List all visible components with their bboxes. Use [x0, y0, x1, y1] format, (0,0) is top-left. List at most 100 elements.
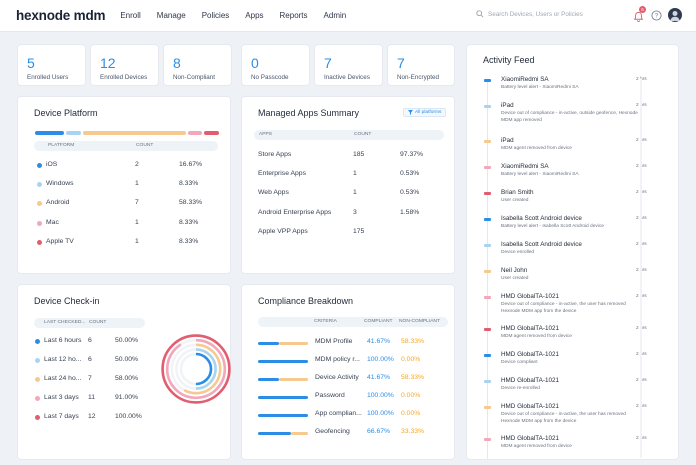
nav-manage[interactable]: Manage	[156, 11, 186, 20]
stat-no-passcode[interactable]: 0 No Passcode	[241, 44, 310, 86]
platform-bar-segment	[187, 131, 203, 135]
stat-inactive-devices[interactable]: 7 Inactive Devices	[314, 44, 383, 86]
search-input[interactable]: Search Devices, Users or Policies	[488, 10, 583, 18]
platform-row[interactable]: Android 7 58.33%	[18, 198, 232, 210]
checkin-radial-chart	[161, 334, 231, 404]
nav-admin[interactable]: Admin	[323, 11, 347, 20]
notification-bell[interactable]: 6	[633, 6, 646, 22]
app-row[interactable]: Android Enterprise Apps 3 1.58%	[242, 208, 456, 220]
help-icon[interactable]: ?	[651, 9, 662, 21]
compliance-row[interactable]: Device Activity 41.67% 58.33%	[242, 373, 456, 385]
platform-percent: 8.33%	[179, 218, 199, 226]
checkin-row[interactable]: Last 12 ho... 6 50.00%	[18, 355, 158, 367]
card-title: Managed Apps Summary	[258, 108, 360, 118]
feed-item-title: iPad	[501, 102, 514, 109]
platform-filter-dropdown[interactable]: All platforms	[403, 108, 447, 117]
feed-item[interactable]: iPad Device out of compliance - in-active…	[467, 102, 680, 126]
platform-count: 7	[135, 199, 139, 207]
checkin-color-dot	[35, 415, 40, 420]
platform-color-dot	[37, 220, 42, 226]
feed-item[interactable]: Brian Smith User created 2 hrs	[467, 189, 680, 213]
compliant-percent: 100.00%	[367, 410, 394, 417]
filter-icon	[408, 110, 413, 115]
feed-item-title: HMD GlobalTA-1021	[501, 435, 559, 442]
feed-item[interactable]: XiaomiRedmi SA Battery level alert - Xiao…	[467, 76, 680, 100]
checkin-table-header: LAST CHECKED... COUNT	[34, 318, 145, 328]
feed-item[interactable]: HMD GlobalTA-1021 Device out of complianc…	[467, 403, 680, 427]
radial-arc	[165, 338, 227, 400]
app-count: 175	[353, 227, 365, 235]
criteria-name: MDM Profile	[315, 338, 353, 345]
app-percent: 97.37%	[400, 151, 424, 158]
bell-icon	[633, 11, 644, 22]
criteria-name: Device Activity	[315, 374, 359, 381]
nav-apps[interactable]: Apps	[245, 11, 264, 20]
feed-item[interactable]: Isabella Scott Android device Device enro…	[467, 241, 680, 265]
checkin-color-dot	[35, 377, 40, 382]
feed-item[interactable]: Neil John User created 2 hrs	[467, 267, 680, 291]
platform-row[interactable]: iOS 2 16.67%	[18, 160, 232, 172]
noncompliant-percent: 33.33%	[401, 428, 425, 435]
col-count: COUNT	[354, 132, 372, 137]
feed-item[interactable]: XiaomiRedmi SA Battery level alert - Xiao…	[467, 163, 680, 187]
feed-scrollbar[interactable]	[640, 78, 642, 458]
feed-item[interactable]: HMD GlobalTA-1021 Device re-enrolled 2 hrs	[467, 377, 680, 401]
app-row[interactable]: Apple VPP Apps 175	[242, 227, 456, 239]
app-count: 185	[353, 151, 365, 158]
stat-label: Enrolled Users	[27, 74, 69, 81]
compliance-row[interactable]: MDM policy r... 100.00% 0.00%	[242, 355, 456, 367]
compliance-card: Compliance Breakdown CRITERIA COMPLIANT …	[241, 284, 455, 460]
stat-label: Non-Encrypted	[397, 74, 439, 81]
feed-item-description: Battery level alert - XiaomiRedmi SA	[501, 85, 579, 90]
feed-item[interactable]: HMD GlobalTA-1021 Device compliant 2 hrs	[467, 351, 680, 375]
criteria-name: Password	[315, 392, 345, 399]
col-last-checked: LAST CHECKED...	[44, 320, 86, 325]
checkin-percent: 50.00%	[115, 356, 139, 363]
compliance-row[interactable]: Password 100.00% 0.00%	[242, 391, 456, 403]
nav-reports[interactable]: Reports	[279, 11, 308, 20]
feed-item[interactable]: Isabella Scott Android device Battery lev…	[467, 215, 680, 239]
platform-name: Mac	[46, 218, 59, 226]
stat-non-compliant[interactable]: 8 Non-Compliant	[163, 44, 232, 86]
user-icon	[670, 11, 680, 21]
feed-item[interactable]: iPad MDM agent removed from device 2 hrs	[467, 137, 680, 161]
feed-item-description: MDM agent removed from device	[501, 334, 572, 339]
compliance-row[interactable]: Geofencing 66.67% 33.33%	[242, 427, 456, 439]
compliance-row[interactable]: MDM Profile 41.67% 58.33%	[242, 337, 456, 349]
feed-item[interactable]: HMD GlobalTA-1021 MDM agent removed from …	[467, 325, 680, 349]
checkin-row[interactable]: Last 7 days 12 100.00%	[18, 412, 158, 424]
checkin-row[interactable]: Last 24 ho... 7 58.00%	[18, 374, 158, 386]
search-box[interactable]: Search Devices, Users or Policies	[476, 10, 583, 18]
stat-enrolled-users[interactable]: 5 Enrolled Users	[17, 44, 86, 86]
criteria-name: App complian...	[315, 410, 362, 417]
nav-policies[interactable]: Policies	[201, 11, 230, 20]
checkin-row[interactable]: Last 6 hours 6 50.00%	[18, 336, 158, 348]
stat-non-encrypted[interactable]: 7 Non-Encrypted	[387, 44, 455, 86]
app-row[interactable]: Store Apps 185 97.37%	[242, 150, 456, 162]
stat-enrolled-devices[interactable]: 12 Enrolled Devices	[90, 44, 159, 86]
feed-item-title: Neil John	[501, 267, 528, 274]
nav-enroll[interactable]: Enroll	[120, 11, 141, 20]
checkin-row[interactable]: Last 3 days 11 91.00%	[18, 393, 158, 405]
feed-item[interactable]: HMD GlobalTA-1021 MDM agent removed from …	[467, 435, 680, 459]
checkin-percent: 100.00%	[115, 413, 142, 420]
timeline-marker	[484, 218, 491, 221]
feed-item[interactable]: HMD GlobalTA-1021 Device out of complianc…	[467, 293, 680, 317]
app-row[interactable]: Enterprise Apps 1 0.53%	[242, 169, 456, 181]
compliance-bar-noncompliant	[278, 378, 308, 381]
stat-value: 12	[100, 55, 116, 71]
app-count: 1	[353, 189, 357, 197]
checkin-period: Last 12 ho...	[44, 356, 82, 363]
checkin-count: 7	[88, 375, 92, 382]
noncompliant-percent: 0.00%	[401, 356, 421, 363]
platform-row[interactable]: Apple TV 1 8.33%	[18, 237, 232, 249]
user-avatar[interactable]	[668, 8, 682, 22]
app-count: 3	[353, 208, 357, 216]
compliant-percent: 41.67%	[367, 374, 391, 381]
card-title: Device Platform	[34, 108, 98, 118]
hexnode-logo[interactable]: hexnode mdm	[16, 8, 106, 23]
platform-row[interactable]: Windows 1 8.33%	[18, 179, 232, 191]
platform-row[interactable]: Mac 1 8.33%	[18, 218, 232, 230]
app-row[interactable]: Web Apps 1 0.53%	[242, 188, 456, 200]
compliance-row[interactable]: App complian... 100.00% 0.00%	[242, 409, 456, 421]
